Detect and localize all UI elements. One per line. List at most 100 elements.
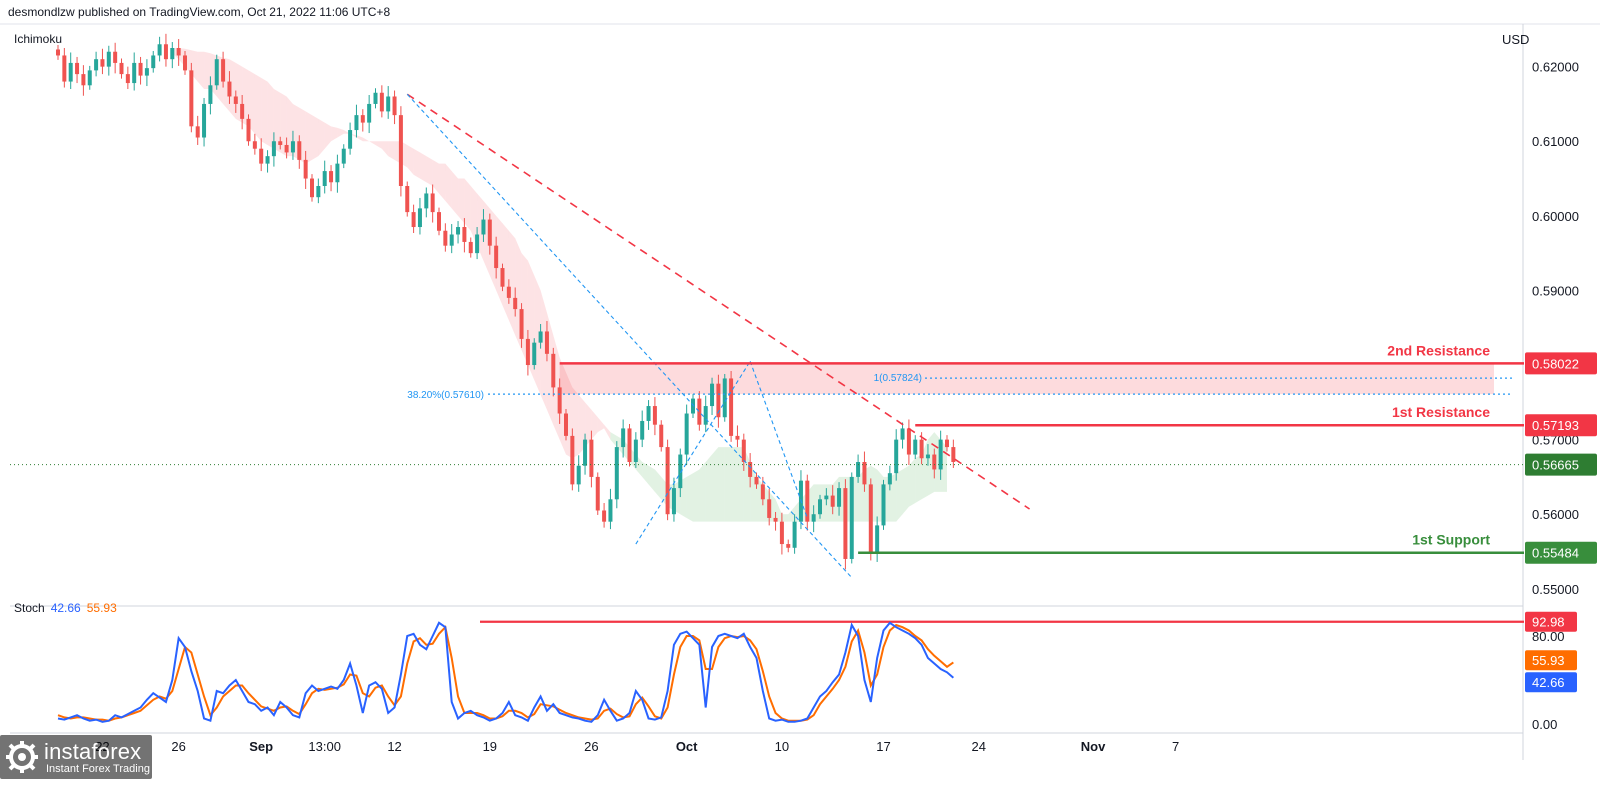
candle-body [729,378,734,436]
candle-body [570,435,575,485]
candle-body [671,488,676,515]
cloud-segment [591,409,598,440]
candle-body [449,234,454,246]
cloud-segment [597,417,605,433]
candle-body [830,495,835,507]
cloud-segment [458,178,465,224]
candle-body [608,499,613,522]
candle-body [360,115,365,123]
cloud-segment [540,290,547,410]
candle-body [468,241,473,254]
cloud-segment [712,447,719,522]
candle-body [119,62,124,75]
candle-body [856,462,861,477]
cloud-segment [585,402,592,448]
cloud-segment [445,163,452,209]
candle-body [462,227,467,242]
candle-body [125,74,130,84]
time-tick-label: 13:00 [308,739,341,754]
candle-body [367,103,372,123]
candle-body [697,398,702,425]
candle-body [805,480,810,522]
candle-body [754,476,759,485]
cloud-segment [610,432,617,448]
cloud-segment [705,454,713,522]
candle-body [151,55,156,69]
cloud-segment [337,127,344,138]
candle-body [843,488,848,559]
candle-body [894,439,899,474]
cloud-segment [896,469,903,522]
candle-body [456,227,461,235]
time-tick-label: 10 [775,739,789,754]
cloud-segment [470,186,478,246]
candle-body [589,439,594,477]
candle-body [525,338,530,366]
stoch-tag-text: 42.66 [1532,675,1565,690]
candle-body [94,59,99,71]
cloud-segment [381,141,389,157]
candle-body [322,171,327,186]
cloud-segment [375,141,382,149]
candle-body [329,171,334,183]
candle-body [779,521,784,545]
candle-body [875,525,880,552]
candle-body [113,51,118,63]
cloud-segment [331,126,338,142]
cloud-segment [407,144,414,175]
candle-body [487,219,492,246]
candle-body [710,383,715,407]
cloud-segment [908,458,916,507]
candle-body [792,521,797,548]
cloud-segment [604,424,611,440]
candle-body [621,428,626,448]
support-resistance-levels: 2nd Resistance 1st Resistance 1st Support [559,342,1524,554]
price-tick-label: 0.57000 [1532,433,1579,448]
candle-body [646,406,651,421]
candle-body [189,70,194,127]
cloud-segment [781,514,789,522]
candle-body [602,510,607,522]
candle-body [811,514,816,522]
candle-body [494,245,499,269]
candle-body [932,454,937,470]
cloud-segment [508,230,516,336]
candle-body [214,59,219,86]
level-name: 2nd Resistance [1387,342,1490,358]
drawn-trendlines: 38.20%(0.57610) 1(0.57824) [10,93,1524,578]
price-tag-text: 0.56665 [1532,458,1579,473]
candle-body [278,141,283,145]
stoch-legend[interactable]: Stoch 42.66 55.93 [14,601,117,615]
candle-body [735,435,740,440]
candle-body [818,499,822,515]
cloud-segment [642,462,649,485]
candle-body [938,439,943,470]
candle-body [849,476,854,559]
candle-body [945,439,949,448]
cloud-segment [413,148,420,179]
price-tick-label: 0.60000 [1532,209,1579,224]
time-tick-label: 24 [972,739,986,754]
candle-body [176,48,181,56]
cloud-segment [254,74,262,142]
candle-body [544,331,549,354]
time-tick-label: Oct [676,739,698,754]
candle-body [144,68,149,76]
candle-body [925,454,930,459]
candle-body [722,378,727,418]
candle-body [633,439,638,462]
indicator-label[interactable]: Ichimoku [14,32,63,46]
price-tick-label: 0.61000 [1532,134,1579,149]
cloud-segment [197,51,205,90]
candle-body [519,309,524,339]
stoch-k-value: 42.66 [50,601,81,615]
candle-body [703,406,708,425]
candle-body [246,118,251,142]
stoch-d-value: 55.93 [86,601,117,615]
cloud-segment [388,141,395,160]
publisher-line: desmondlzw published on TradingView.com,… [8,5,391,19]
candle-body [290,141,295,153]
cloud-segment [324,122,332,149]
cloud-segment [775,499,782,522]
